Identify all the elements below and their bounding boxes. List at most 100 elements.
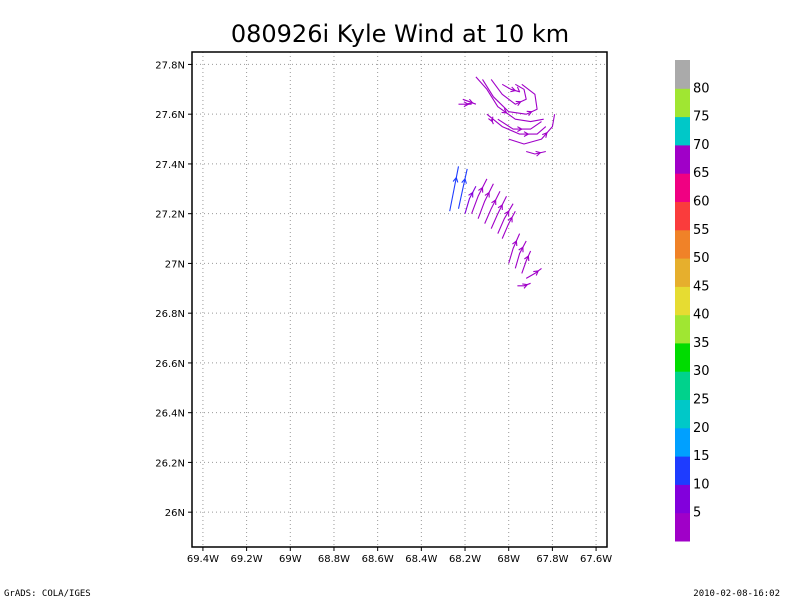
streamline-arrow [488,116,494,123]
colorbar-label: 70 [693,138,710,153]
colorbar-swatch [675,144,690,174]
colorbar-label: 15 [693,449,710,464]
colorbar-label: 75 [693,110,710,125]
x-tick-label: 68.8W [318,554,350,565]
colorbar-swatch [675,314,690,344]
y-tick-label: 26.6N [155,359,185,370]
footer-right: 2010-02-08-16:02 [693,589,780,599]
streamline [477,183,494,219]
streamline [464,186,477,214]
colorbar: 5 10 15 20 25 30 35 40 45 50 55 60 65 70 75 80 [675,60,710,542]
streamline-arrow [526,110,533,117]
colorbar-swatch [675,427,690,457]
x-tick-label: 68.2W [449,554,481,565]
colorbar-label: 35 [693,336,710,351]
y-tick-label: 27N [165,259,185,270]
x-tick-label: 68W [497,554,520,565]
colorbar-label: 40 [693,308,710,323]
streamline-arrow [461,177,467,184]
colorbar-swatch [675,286,690,316]
streamline-arrow [515,100,522,107]
colorbar-label: 30 [693,364,710,379]
colorbar-swatch [675,173,690,202]
y-tick-label: 27.8N [155,60,185,71]
streamline [490,196,507,229]
colorbar-swatch [675,60,690,89]
streamline [525,267,542,279]
y-tick-label: 27.4N [155,160,185,171]
colorbar-label: 5 [693,506,701,521]
streamline-arrow [535,150,542,157]
x-tick-label: 69.2W [231,554,263,565]
streamline-arrow [533,270,540,276]
x-tick-label: 69.4W [187,554,219,565]
streamline [484,191,501,224]
colorbar-label: 65 [693,166,710,181]
colorbar-label: 20 [693,421,710,436]
colorbar-label: 25 [693,393,710,408]
streamline-arrow [523,131,530,137]
streamline-arrow [518,246,524,253]
streamline-arrow [491,198,497,206]
streamline [508,114,556,145]
streamline-arrow [478,186,484,193]
colorbar-label: 50 [693,251,710,266]
streamline-arrow [522,283,529,289]
y-tick-label: 26.2N [155,458,185,469]
axes: 69.4W 69.2W 69W 68.8W 68.6W 68.4W 68.2W 68W 67.8… [155,60,612,565]
colorbar-swatch [675,371,690,400]
streamline [501,210,516,239]
plot-frame [191,51,608,548]
colorbar-swatch [675,456,690,485]
streamline-arrow [463,101,470,108]
streamline [521,250,532,274]
grid [192,52,607,547]
colorbar-label: 60 [693,195,710,210]
streamline [517,282,531,287]
streamline-arrow [510,86,517,93]
y-tick-label: 26.8N [155,309,185,320]
streamline-arrow [467,98,474,105]
streamline-arrow [517,126,523,132]
streamline [449,166,460,212]
colorbar-swatch [675,116,690,146]
y-tick-label: 26N [165,508,185,519]
streamline [486,113,547,135]
streamline-arrow [507,216,513,223]
streamline-arrow [497,203,503,211]
x-tick-label: 67.6W [580,554,612,565]
footer-left: GrADS: COLA/IGES [4,589,91,599]
wind-streamlines [449,76,556,289]
colorbar-swatch [675,342,690,372]
streamline-arrow [452,176,459,183]
colorbar-swatch [675,88,690,118]
streamline [514,240,527,269]
x-tick-label: 68.6W [362,554,394,565]
colorbar-swatch [675,512,690,542]
streamline-arrow [542,131,548,138]
streamline-arrow [501,108,508,114]
colorbar-swatch [675,201,690,231]
colorbar-label: 80 [693,81,710,96]
streamline [482,79,538,115]
y-tick-label: 27.2N [155,210,185,221]
streamline-arrow [524,254,530,262]
colorbar-swatch [675,229,690,259]
y-tick-label: 26.4N [155,409,185,420]
colorbar-swatch [675,484,690,514]
x-tick-label: 68.4W [405,554,437,565]
streamline [475,76,544,123]
streamline-arrow [512,239,518,247]
streamline [457,168,468,209]
colorbar-swatch [675,258,690,287]
streamline [508,233,521,264]
streamline [471,178,488,214]
colorbar-swatch [675,399,690,429]
streamline-arrow [468,191,474,198]
streamline [497,203,514,234]
streamline [526,150,546,155]
chart-title: 080926i Kyle Wind at 10 km [231,20,569,48]
colorbar-label: 55 [693,223,710,238]
colorbar-label: 45 [693,279,710,294]
